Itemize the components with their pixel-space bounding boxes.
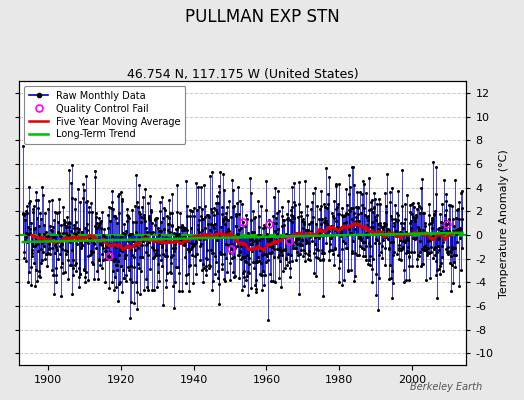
Text: PULLMAN EXP STN: PULLMAN EXP STN bbox=[184, 8, 340, 26]
Text: Berkeley Earth: Berkeley Earth bbox=[410, 382, 482, 392]
Title: 46.754 N, 117.175 W (United States): 46.754 N, 117.175 W (United States) bbox=[127, 68, 358, 81]
Legend: Raw Monthly Data, Quality Control Fail, Five Year Moving Average, Long-Term Tren: Raw Monthly Data, Quality Control Fail, … bbox=[24, 86, 185, 144]
Y-axis label: Temperature Anomaly (°C): Temperature Anomaly (°C) bbox=[499, 149, 509, 298]
